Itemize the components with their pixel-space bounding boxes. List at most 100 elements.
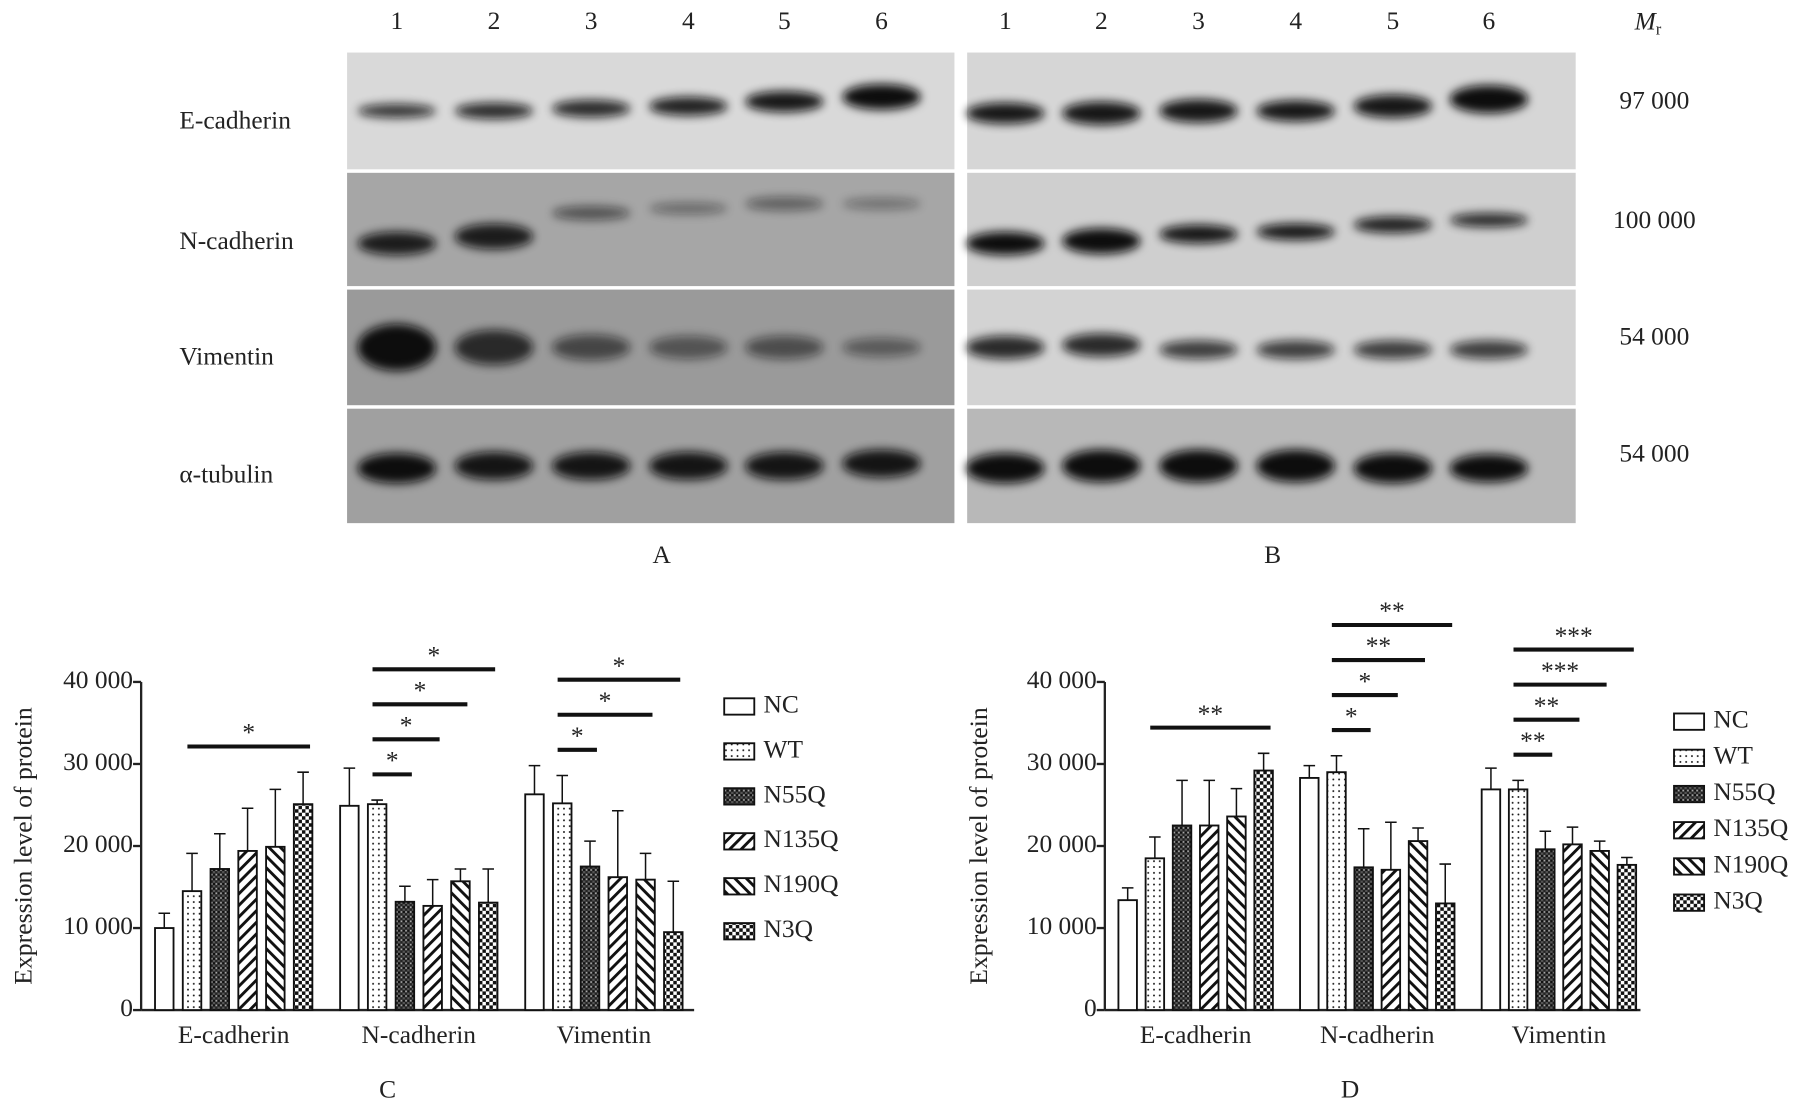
y-tick-label: 0 [1084, 993, 1097, 1022]
row-label: α-tubulin [179, 459, 273, 488]
blot-band [842, 84, 921, 110]
mr-symbol: M [1634, 6, 1658, 35]
bar [663, 931, 684, 1012]
error-bar [371, 799, 383, 805]
blot-band [454, 102, 534, 120]
blot-band [1256, 340, 1336, 360]
y-tick-label: 40 000 [1027, 665, 1097, 694]
legend-label: NC [764, 689, 799, 718]
bar [1435, 902, 1456, 1012]
blot-band [1256, 449, 1336, 483]
blot-band [1159, 224, 1238, 244]
panel-label: D [1341, 1075, 1359, 1104]
lane-label: 6 [1483, 6, 1496, 35]
bar [339, 804, 360, 1012]
blot-band [1353, 94, 1433, 118]
blot-band [1159, 99, 1238, 123]
blot-band [357, 324, 437, 371]
lane-label: 1 [390, 6, 403, 35]
lane-label: 6 [875, 6, 888, 35]
blot-band [1159, 449, 1238, 483]
bar [394, 900, 416, 1012]
legend-label: N135Q [1713, 813, 1788, 842]
y-tick-label: 10 000 [1027, 911, 1097, 940]
error-bar [1385, 821, 1397, 870]
significance-label: * [400, 710, 413, 739]
bar [209, 868, 230, 1012]
x-tick-label: E-cadherin [1140, 1020, 1252, 1049]
mr-value: 97 000 [1619, 86, 1689, 115]
bar [1171, 824, 1193, 1012]
legend-label: N3Q [764, 914, 814, 943]
bar [1407, 840, 1429, 1012]
blot-band [842, 338, 921, 357]
row-label: N-cadherin [179, 226, 294, 255]
blot-band [1256, 100, 1336, 122]
significance-label: * [386, 746, 399, 775]
mr-value: 54 000 [1619, 438, 1689, 467]
significance-label: *** [1555, 621, 1593, 650]
lane-label: 2 [488, 6, 501, 35]
legend-swatch [723, 697, 756, 716]
blot-band [745, 196, 824, 211]
significance-label: * [242, 718, 255, 747]
blot-band [1449, 340, 1529, 360]
blot-band [454, 329, 534, 365]
blot-band [1449, 213, 1529, 228]
significance-label: *** [1541, 656, 1579, 685]
bar [1507, 788, 1529, 1012]
y-tick-label: 10 000 [63, 911, 133, 940]
significance-label: * [414, 675, 427, 704]
bar [292, 803, 314, 1012]
blot-band [1062, 333, 1141, 357]
bar [265, 845, 286, 1012]
y-axis-label: Expression level of protein [8, 707, 37, 985]
mr-value: 100 000 [1613, 205, 1696, 234]
legend-swatch [723, 877, 756, 896]
bar-charts: 0 10 000 20 000 30 000 40 000 Expression leve… [8, 596, 1788, 1104]
mr-value: 54 000 [1619, 321, 1689, 350]
blot-band [357, 453, 437, 484]
error-bar [454, 868, 467, 882]
y-tick-label: 30 000 [1027, 747, 1097, 776]
blot-band [551, 206, 631, 221]
y-tick-label: 30 000 [63, 747, 133, 776]
legend-label: N55Q [1713, 777, 1776, 806]
legend-label: N55Q [764, 779, 827, 808]
error-bar [556, 774, 569, 804]
blot-band [649, 335, 728, 360]
error-bar [1412, 827, 1424, 842]
bar [1562, 843, 1583, 1012]
blot-band [1353, 340, 1433, 360]
legend-swatch [1673, 784, 1706, 804]
bar [1480, 788, 1502, 1012]
bar [1380, 868, 1402, 1012]
x-tick-label: N-cadherin [362, 1020, 477, 1049]
legend-swatch [723, 922, 756, 941]
bar [1144, 857, 1166, 1012]
blot-band [1062, 228, 1141, 254]
blot-band [1353, 216, 1433, 233]
blot-band [551, 451, 631, 480]
error-bar [528, 764, 541, 795]
error-bar [667, 880, 680, 933]
blot-band [551, 99, 631, 118]
legend-label: WT [1713, 741, 1753, 770]
error-bar [639, 852, 652, 880]
error-bar [1357, 828, 1370, 868]
legend-label: N3Q [1713, 885, 1763, 914]
blot-band [454, 451, 534, 480]
blot-background [347, 172, 955, 287]
significance-label: * [1345, 701, 1358, 730]
panel-label: A [653, 540, 672, 569]
error-bar [1121, 887, 1134, 901]
bar [237, 849, 258, 1012]
significance-label: * [427, 640, 440, 669]
lane-label: 5 [1387, 6, 1400, 35]
error-bar [269, 788, 282, 847]
blot-band [745, 335, 824, 360]
error-bar [1485, 767, 1497, 790]
bar [422, 904, 443, 1012]
significance-label: ** [1379, 596, 1404, 625]
